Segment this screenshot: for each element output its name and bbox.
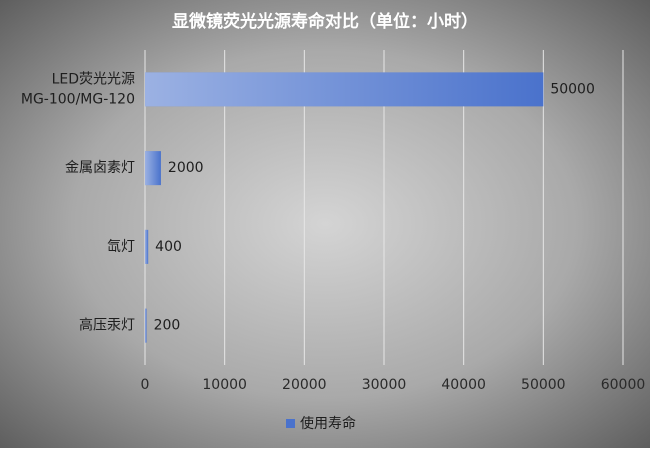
data-label: 2000	[168, 160, 204, 176]
bar	[145, 72, 544, 107]
bar	[145, 229, 149, 264]
x-tick-label: 40000	[441, 377, 486, 393]
x-tick-label: 20000	[282, 377, 327, 393]
data-label: 400	[155, 239, 182, 255]
y-tick-label: 金属卤素灯	[65, 160, 135, 176]
y-tick-label: 高压汞灯	[79, 317, 135, 334]
x-tick-label: 10000	[202, 377, 247, 393]
x-tick-label: 50000	[521, 377, 566, 393]
y-tick-label: 氙灯	[107, 239, 135, 255]
y-tick-label: LED荧光光源 MG-100/MG-120	[21, 70, 135, 107]
data-label: 200	[154, 318, 181, 334]
bar	[145, 151, 161, 186]
data-label: 50000	[550, 81, 595, 97]
chart-title: 显微镜荧光光源寿命对比（单位：小时）	[172, 11, 478, 32]
x-tick-label: 60000	[601, 377, 646, 393]
x-tick-label: 0	[141, 377, 150, 393]
bar	[145, 308, 147, 343]
x-tick-label: 30000	[362, 377, 407, 393]
legend-swatch	[286, 419, 295, 428]
legend-label: 使用寿命	[300, 415, 356, 432]
